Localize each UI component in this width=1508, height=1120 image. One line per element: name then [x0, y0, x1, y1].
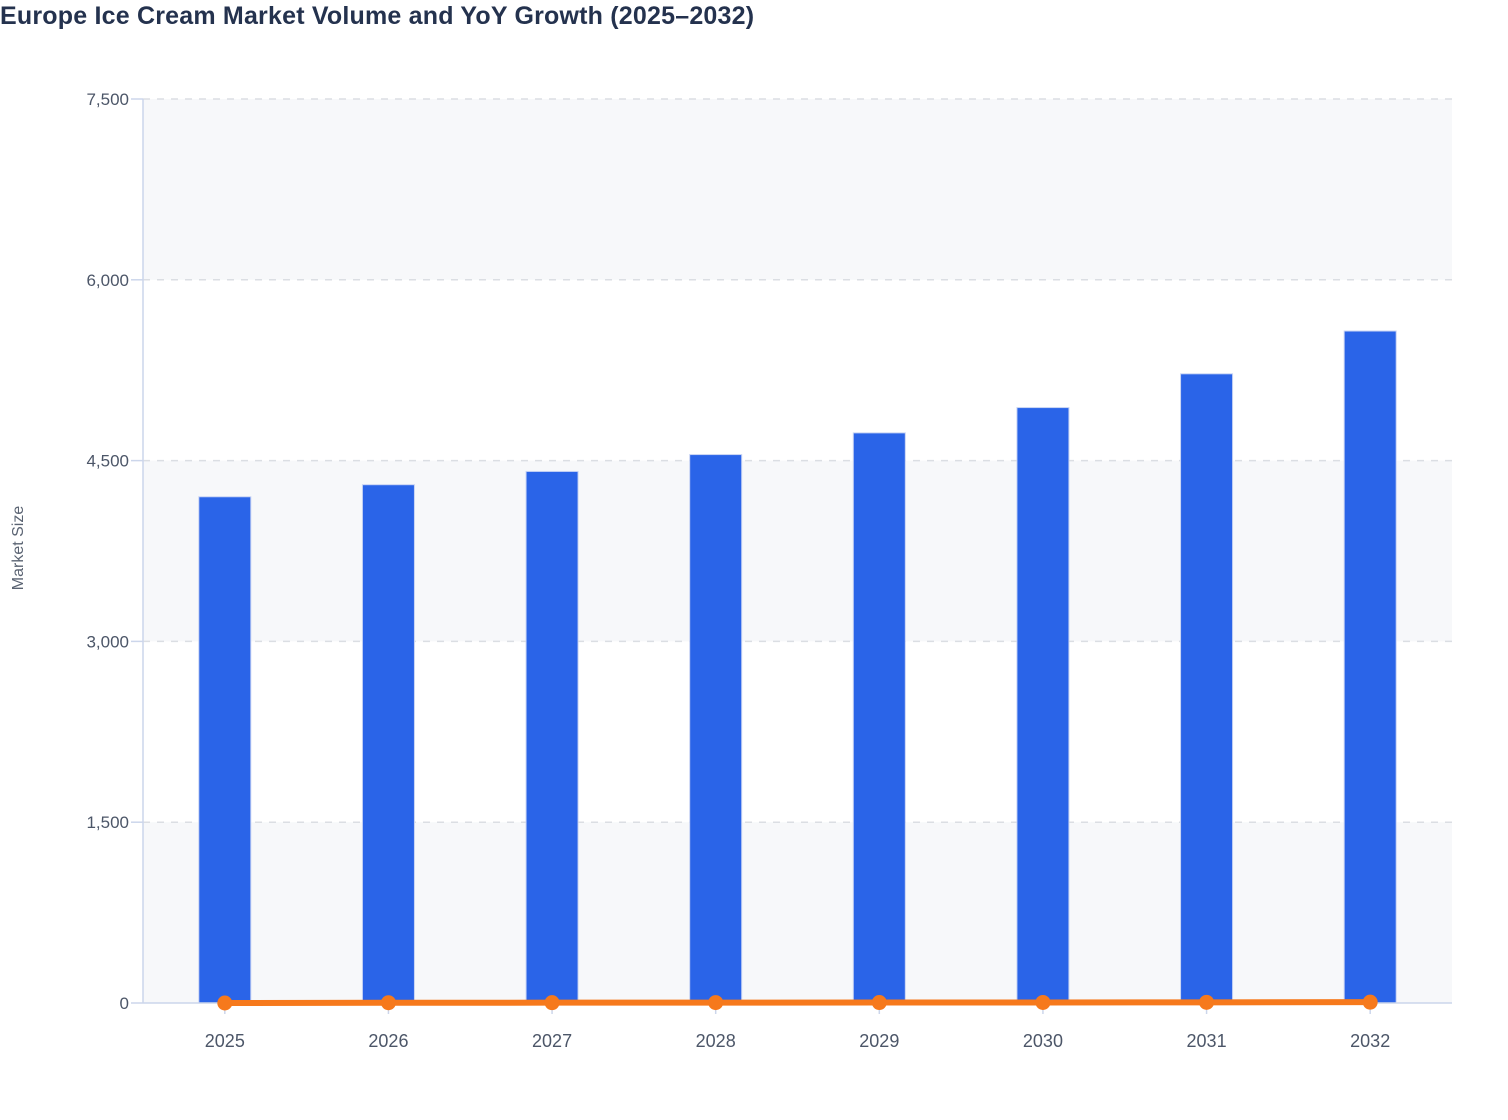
bar-2025 [198, 496, 252, 1004]
x-axis-tick-label: 2027 [532, 1031, 572, 1051]
y-axis-tick-label: 1,500 [86, 813, 129, 832]
line-marker-2028 [708, 995, 724, 1011]
line-marker-2025 [217, 995, 233, 1011]
y-axis-tick-label: 7,500 [86, 90, 129, 109]
line-marker-2026 [380, 995, 396, 1011]
y-axis-tick-label: 6,000 [86, 271, 129, 290]
line-marker-2030 [1035, 994, 1051, 1010]
x-axis-tick-label: 2031 [1187, 1031, 1227, 1051]
yoy-growth-line [221, 999, 1374, 1006]
line-marker-2031 [1199, 994, 1215, 1010]
line-marker-2032 [1362, 994, 1378, 1010]
y-axis-tick-label: 3,000 [86, 632, 129, 651]
y-axis-tick-label: 0 [120, 994, 129, 1013]
plot-band [143, 822, 1452, 1003]
x-axis-tick-label: 2026 [368, 1031, 408, 1051]
bar-2028 [689, 454, 743, 1004]
x-axis-tick-label: 2029 [859, 1031, 899, 1051]
x-axis-tick-label: 2032 [1350, 1031, 1390, 1051]
x-axis-tick-label: 2025 [205, 1031, 245, 1051]
bar-2027 [525, 470, 579, 1004]
plot-band [143, 99, 1452, 280]
chart-title: Europe Ice Cream Market Volume and YoY G… [0, 2, 755, 30]
bar-2026 [361, 484, 415, 1004]
y-axis-tick-label: 4,500 [86, 452, 129, 471]
bar-2029 [852, 432, 906, 1004]
bar-2032 [1343, 330, 1397, 1004]
line-marker-2027 [544, 995, 560, 1011]
x-axis-tick-label: 2030 [1023, 1031, 1063, 1051]
plot-band [143, 460, 1452, 642]
x-axis-tick-label: 2028 [696, 1031, 736, 1051]
bar-2031 [1180, 373, 1234, 1004]
bar-2030 [1016, 407, 1070, 1004]
line-marker-2029 [871, 995, 887, 1011]
